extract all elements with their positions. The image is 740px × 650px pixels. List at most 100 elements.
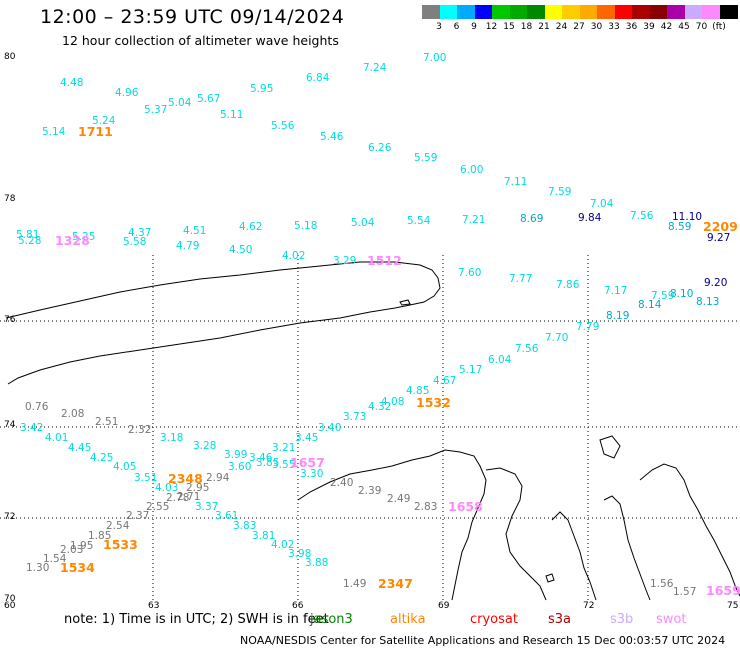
- wave-height-label: 6.04: [488, 354, 512, 366]
- wave-height-label: 4.79: [176, 240, 200, 252]
- wave-height-label: 2.55: [146, 501, 170, 513]
- wave-height-label: 3.61: [215, 510, 239, 522]
- wave-height-label: 1.95: [70, 540, 94, 552]
- colorbar-tick: 24: [555, 22, 568, 32]
- colorbar-swatch: [457, 5, 475, 19]
- colorbar-swatch: [509, 5, 528, 19]
- wave-height-label: 2.94: [206, 472, 230, 484]
- wave-height-label: 2.39: [358, 485, 382, 497]
- wave-height-label: 4.51: [183, 225, 207, 237]
- wave-height-label: 4.96: [115, 87, 139, 99]
- wave-height-label: 1.57: [673, 586, 697, 598]
- wave-height-label: 7.59: [548, 186, 572, 198]
- colorbar-tick: 3: [436, 22, 442, 32]
- colorbar-tick: (ft): [712, 22, 726, 32]
- wave-height-label: 7.04: [590, 198, 614, 210]
- wave-height-label: 4.48: [60, 77, 84, 89]
- wave-height-label: 1.49: [343, 578, 367, 590]
- wave-height-label: 8.14: [638, 299, 662, 311]
- wave-height-label: 5.28: [18, 235, 42, 247]
- colorbar-swatch: [684, 5, 703, 19]
- wave-height-label: 4.85: [406, 385, 430, 397]
- satellite-legend-cryosat: cryosat: [470, 612, 518, 627]
- wave-height-label: 5.14: [42, 126, 66, 138]
- wave-height-label: 4.01: [45, 432, 69, 444]
- wave-height-label: 3.45: [295, 432, 319, 444]
- wave-height-label: 6.84: [306, 72, 330, 84]
- wave-height-label: 1.56: [650, 578, 674, 590]
- wave-height-label: 3.42: [20, 422, 44, 434]
- lon-label-75: 75: [727, 601, 739, 611]
- satellite-legend-s3a: s3a: [548, 612, 572, 627]
- pass-time-label: 1658: [448, 499, 483, 514]
- wave-height-label: 5.54: [407, 215, 431, 227]
- wave-height-label: 4.05: [113, 461, 137, 473]
- wave-height-label: 5.56: [271, 120, 295, 132]
- wave-height-label: 1.30: [26, 562, 50, 574]
- colorbar-tick: 21: [538, 22, 550, 32]
- wave-height-label: 3.18: [160, 432, 184, 444]
- wave-height-label: 3.60: [228, 461, 252, 473]
- wave-height-label: 7.70: [545, 332, 569, 344]
- wave-height-label: 3.37: [195, 501, 219, 513]
- wave-height-label: 7.59: [651, 290, 675, 302]
- colorbar-tick: 33: [608, 22, 620, 32]
- colorbar-swatch: [474, 5, 493, 19]
- colorbar-swatch: [422, 5, 440, 19]
- wave-height-label: 6.00: [460, 164, 484, 176]
- wave-height-label: 8.69: [520, 213, 544, 225]
- wave-height-label: 3.46: [249, 452, 273, 464]
- wave-height-label: 1.54: [43, 553, 67, 565]
- wave-height-label: 5.67: [197, 93, 221, 105]
- wave-height-label: 7.56: [515, 343, 539, 355]
- lon-label-69: 69: [438, 601, 450, 611]
- pass-time-label: 1657: [290, 455, 325, 470]
- pass-time-label: 1328: [55, 233, 90, 248]
- wave-height-label: 5.04: [168, 97, 192, 109]
- pass-time-label: 2348: [168, 471, 203, 486]
- wave-height-label: 8.19: [606, 310, 630, 322]
- colorbar-swatch: [649, 5, 668, 19]
- wave-height-label: 6.26: [368, 142, 392, 154]
- wave-height-label: 3.99: [224, 449, 248, 461]
- lon-label-72: 72: [583, 601, 595, 611]
- wave-height-label: 3.88: [305, 557, 329, 569]
- footer-credit: NOAA/NESDIS Center for Satellite Applica…: [240, 634, 726, 647]
- pass-time-label: 1534: [60, 560, 95, 575]
- page-subtitle: 12 hour collection of altimeter wave hei…: [62, 33, 339, 48]
- wave-height-label: 4.62: [239, 221, 263, 233]
- colorbar-swatch: [614, 5, 633, 19]
- wave-height-label: 2.37: [126, 510, 150, 522]
- wave-height-label: 7.60: [458, 267, 482, 279]
- colorbar-swatch: [632, 5, 650, 19]
- wave-height-label: 5.59: [414, 152, 438, 164]
- wave-height-label: 3.81: [252, 530, 276, 542]
- lat-label-80: 80: [4, 52, 16, 62]
- satellite-legend-jason3: jason3: [310, 612, 353, 627]
- wave-height-label: 2.32: [128, 424, 152, 436]
- wave-height-label: 3.98: [288, 548, 312, 560]
- wave-height-label: 3.85: [256, 457, 280, 469]
- wave-height-label: 4.37: [128, 227, 152, 239]
- colorbar-swatch: [562, 5, 580, 19]
- wave-height-label: 5.58: [123, 236, 147, 248]
- wave-height-label: 3.40: [318, 422, 342, 434]
- satellite-legend-altika: altika: [390, 612, 426, 627]
- pass-time-label: 1532: [416, 395, 451, 410]
- wave-height-label: 4.50: [229, 244, 253, 256]
- colorbar-tick: 45: [678, 22, 690, 32]
- wave-height-label: 2.51: [95, 416, 119, 428]
- colorbar-swatch: [579, 5, 598, 19]
- wave-height-label: 5.81: [16, 229, 40, 241]
- colorbar-tick: 36: [625, 22, 638, 32]
- wave-height-label: 4.67: [433, 375, 457, 387]
- wave-height-label: 4.45: [68, 442, 92, 454]
- wave-height-label: 2.95: [186, 482, 210, 494]
- lat-label-78: 78: [4, 194, 16, 204]
- pass-time-label: 1711: [78, 124, 113, 139]
- wave-height-label: 4.02: [271, 539, 295, 551]
- wave-height-label: 5.37: [144, 104, 168, 116]
- colorbar-tick: 18: [520, 22, 533, 32]
- colorbar-tick: 12: [485, 22, 498, 32]
